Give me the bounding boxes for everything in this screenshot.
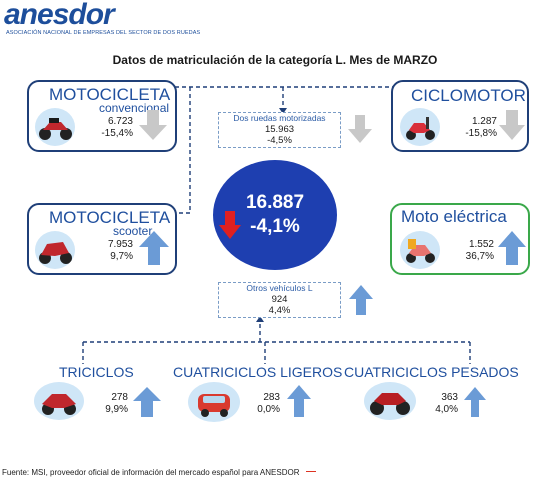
- arrow-down-icon: [139, 110, 167, 140]
- summary-label: Dos ruedas motorizadas: [233, 113, 326, 123]
- page-title: Datos de matriculación de la categoría L…: [112, 53, 438, 67]
- stat-value: 1.552: [468, 239, 494, 250]
- total-value: 16.887: [245, 192, 305, 213]
- electric-moto-icon: [400, 231, 440, 269]
- cuatriciclos-ligeros-title: CUATRICICLOS LIGEROS: [173, 364, 343, 380]
- stat-value: 283: [263, 392, 280, 403]
- stat-change: 9,7%: [110, 251, 133, 262]
- summary-value: 924: [271, 294, 288, 305]
- stat-value: 278: [111, 392, 128, 403]
- stat-values: 1.552 36,7%: [450, 239, 494, 263]
- arrow-up-icon: [287, 385, 311, 417]
- stat-value: 363: [441, 392, 458, 403]
- stat-change: 0,0%: [257, 404, 280, 415]
- stat-values: 7.953 9,7%: [89, 239, 133, 263]
- arrow-up-icon: [349, 285, 373, 315]
- stat-change: -15,8%: [465, 128, 497, 139]
- logo-tagline: ASOCIACIÓN NACIONAL DE EMPRESAS DEL SECT…: [6, 30, 201, 36]
- footer-logo-mark: [305, 471, 316, 475]
- logo-wordmark: anesdor: [4, 0, 115, 31]
- summary-value: 15.963: [264, 124, 295, 135]
- summary-change: 4,4%: [268, 305, 291, 316]
- card-title: MOTOCICLETA: [49, 208, 171, 227]
- anesdor-logo: anesdor ASOCIACIÓN NACIONAL DE EMPRESAS …: [4, 0, 200, 36]
- footer-text: Fuente: MSI, proveedor oficial de inform…: [2, 468, 300, 477]
- stat-change: 9,9%: [105, 404, 128, 415]
- light-quadricycle-icon: [188, 382, 240, 422]
- cuatriciclos-pesados-values: 363 4,0%: [422, 392, 458, 416]
- motorcycle-icon: [35, 108, 75, 146]
- arrow-down-icon: [499, 110, 525, 140]
- stat-values: 6.723 -15,4%: [89, 116, 133, 140]
- summary-label: Otros vehículos L: [246, 283, 313, 293]
- card-moto-electrica: Moto eléctrica 1.552 36,7%: [390, 203, 530, 275]
- arrow-up-icon: [133, 387, 161, 417]
- summary-dos-ruedas: Dos ruedas motorizadas 15.963 -4,5%: [218, 112, 341, 148]
- arrow-up-icon: [498, 231, 526, 265]
- summary-otros-vehiculos: Otros vehículos L 924 4,4%: [218, 282, 341, 318]
- connector-arrowhead-top: [279, 108, 287, 114]
- arrow-up-icon: [464, 387, 486, 417]
- scooter-icon: [35, 231, 75, 269]
- source-footer: Fuente: MSI, proveedor oficial de inform…: [2, 468, 316, 477]
- card-title: Moto eléctrica: [401, 207, 507, 226]
- heavy-quadricycle-icon: [364, 382, 416, 420]
- card-motocicleta-scooter: MOTOCICLETA scooter 7.953 9,7%: [27, 203, 177, 275]
- total-change: -4,1%: [250, 216, 300, 237]
- card-subtitle: scooter: [113, 224, 153, 238]
- stat-change: 4,0%: [435, 404, 458, 415]
- moped-icon: [400, 108, 440, 146]
- cuatriciclos-ligeros-values: 283 0,0%: [244, 392, 280, 416]
- stat-value: 1.287: [471, 116, 497, 127]
- card-motocicleta-convencional: MOTOCICLETA convencional 6.723 -15,4%: [27, 80, 177, 152]
- connector-arrowhead-bottom: [256, 316, 264, 322]
- summary-change: -4,5%: [267, 135, 292, 146]
- arrow-up-icon: [139, 231, 169, 265]
- card-title: CICLOMOTOR: [411, 86, 526, 105]
- triciclos-values: 278 9,9%: [90, 392, 128, 416]
- stat-change: -15,4%: [101, 128, 133, 139]
- tricycle-icon: [34, 382, 84, 420]
- stat-change: 36,7%: [465, 251, 494, 262]
- arrow-down-red-icon: [219, 211, 241, 239]
- stat-value: 7.953: [107, 239, 133, 250]
- stat-value: 6.723: [107, 116, 133, 127]
- card-title: MOTOCICLETA: [49, 85, 171, 104]
- cuatriciclos-pesados-title: CUATRICICLOS PESADOS: [344, 364, 519, 380]
- card-ciclomotor: CICLOMOTOR 1.287 -15,8%: [391, 80, 529, 152]
- arrow-down-icon: [348, 115, 372, 143]
- triciclos-title: TRICICLOS: [59, 364, 134, 380]
- stat-values: 1.287 -15,8%: [453, 116, 497, 140]
